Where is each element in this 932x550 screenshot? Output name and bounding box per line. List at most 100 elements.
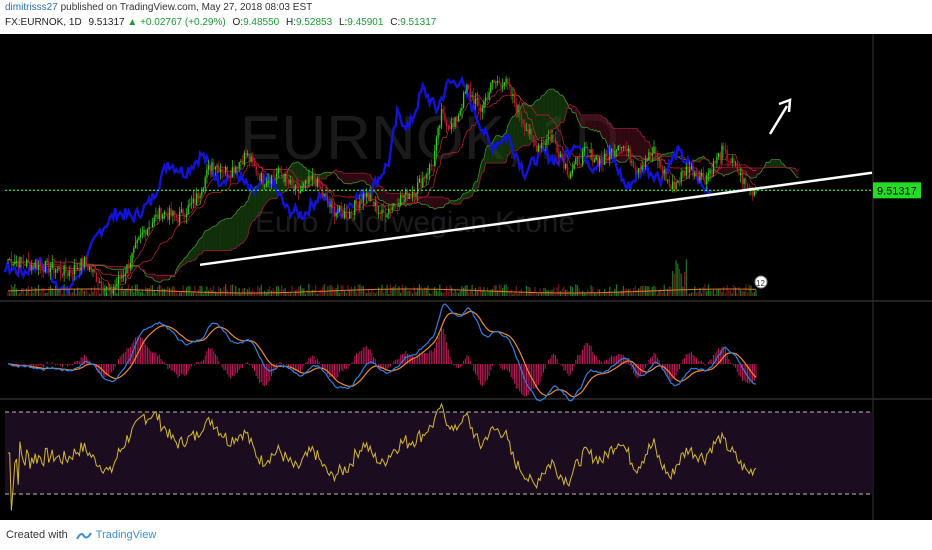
candle-body <box>192 198 194 203</box>
cloud-segment <box>779 159 782 168</box>
cloud-segment <box>546 89 549 137</box>
volume-bar <box>179 292 181 296</box>
candle-body <box>381 209 383 214</box>
volume-bar <box>94 286 96 296</box>
volume-bar <box>735 287 737 296</box>
tradingview-logo-icon <box>75 531 92 539</box>
projection-arrow[interactable] <box>768 105 789 135</box>
cloud-segment <box>439 197 442 208</box>
candle-body <box>554 137 557 144</box>
candle-body <box>32 264 35 269</box>
cloud-segment <box>229 218 231 251</box>
cloud-segment <box>421 197 423 205</box>
author-link[interactable]: dimitrisss27 <box>5 2 58 13</box>
volume-bar <box>369 292 371 296</box>
volume-bar <box>607 291 609 296</box>
candle-body <box>598 158 601 165</box>
volume-bar <box>495 285 497 296</box>
candle-body <box>736 162 738 172</box>
cloud-segment <box>625 128 627 163</box>
candle-body <box>51 261 53 269</box>
cloud-segment <box>468 190 471 199</box>
volume-bar <box>415 292 417 296</box>
volume-bar <box>678 268 681 296</box>
candle-body <box>432 164 434 166</box>
volume-bar <box>177 293 179 296</box>
cloud-segment <box>120 266 122 270</box>
cloud-segment <box>217 222 219 251</box>
cloud-segment <box>759 168 762 174</box>
candle-body <box>87 264 89 270</box>
cloud-segment <box>118 266 121 270</box>
cloud-segment <box>159 275 161 283</box>
candle-body <box>26 259 28 266</box>
volume-bar <box>578 288 580 296</box>
candle-body <box>303 183 305 187</box>
volume-bar <box>180 292 182 296</box>
candle-body <box>216 165 218 168</box>
cloud-segment <box>574 106 576 114</box>
candle-body <box>70 271 72 273</box>
tradingview-brand[interactable]: TradingView <box>95 529 157 541</box>
volume-bar <box>184 290 186 296</box>
published-text: published on TradingView.com, May 27, 20… <box>60 2 313 13</box>
volume-bar <box>420 285 422 296</box>
volume-bar <box>752 292 754 296</box>
candle-body <box>442 109 444 113</box>
candle-body <box>184 215 186 218</box>
cloud-segment <box>164 275 167 281</box>
candle-body <box>313 175 315 179</box>
candle-body <box>95 272 98 282</box>
candle-body <box>121 276 123 279</box>
candle-body <box>411 192 414 196</box>
volume-bar <box>665 293 667 296</box>
candle-body <box>179 212 181 223</box>
candle-body <box>459 110 461 116</box>
cloud-segment <box>298 162 301 188</box>
candle-body <box>500 83 502 87</box>
volume-badge[interactable] <box>754 275 768 289</box>
candle-body <box>326 196 329 204</box>
cloud-segment <box>766 162 768 168</box>
volume-bar <box>39 292 41 296</box>
volume-bar <box>621 290 623 296</box>
candle-body <box>153 217 155 223</box>
volume-bar <box>726 284 728 296</box>
chart-canvas[interactable]: EURNOK, 1D Euro / Norwegian Krone 9.5131… <box>0 34 932 520</box>
cloud-segment <box>565 101 568 115</box>
cloud-segment <box>397 193 399 205</box>
volume-bar <box>468 292 470 296</box>
trendline[interactable] <box>199 171 873 267</box>
candle-body <box>14 261 16 264</box>
volume-bar <box>10 284 12 296</box>
volume-bar <box>27 285 29 296</box>
cloud-segment <box>749 167 751 179</box>
candle-body <box>90 267 92 272</box>
volume-bar <box>378 287 380 296</box>
cloud-segment <box>354 173 357 183</box>
volume-bar <box>498 284 500 296</box>
volume-bar <box>396 288 398 296</box>
candle-body <box>741 172 744 184</box>
volume-bar <box>24 293 26 296</box>
candle-body <box>68 271 70 277</box>
candle-body <box>10 259 13 266</box>
candle-body <box>430 164 432 166</box>
candle-body <box>707 173 710 176</box>
volume-bar <box>80 289 82 296</box>
candle-body <box>230 177 232 179</box>
cloud-segment <box>781 162 784 168</box>
cloud-segment <box>108 266 110 269</box>
volume-bar <box>126 288 128 296</box>
volume-bar <box>197 289 199 296</box>
cloud-segment <box>796 170 799 178</box>
cloud-segment <box>599 115 602 136</box>
ohlc-legend: FX:EURNOK, 1D 9.51317 ▲ +0.02767 (+0.29%… <box>5 17 436 28</box>
candle-body <box>672 181 674 190</box>
chart-area[interactable]: EURNOK, 1D Euro / Norwegian Krone 9.5131… <box>0 34 932 520</box>
volume-bar <box>658 289 660 296</box>
volume-bar <box>570 285 572 296</box>
candle-body <box>706 175 708 185</box>
candle-body <box>711 169 713 174</box>
volume-bar <box>605 291 607 296</box>
